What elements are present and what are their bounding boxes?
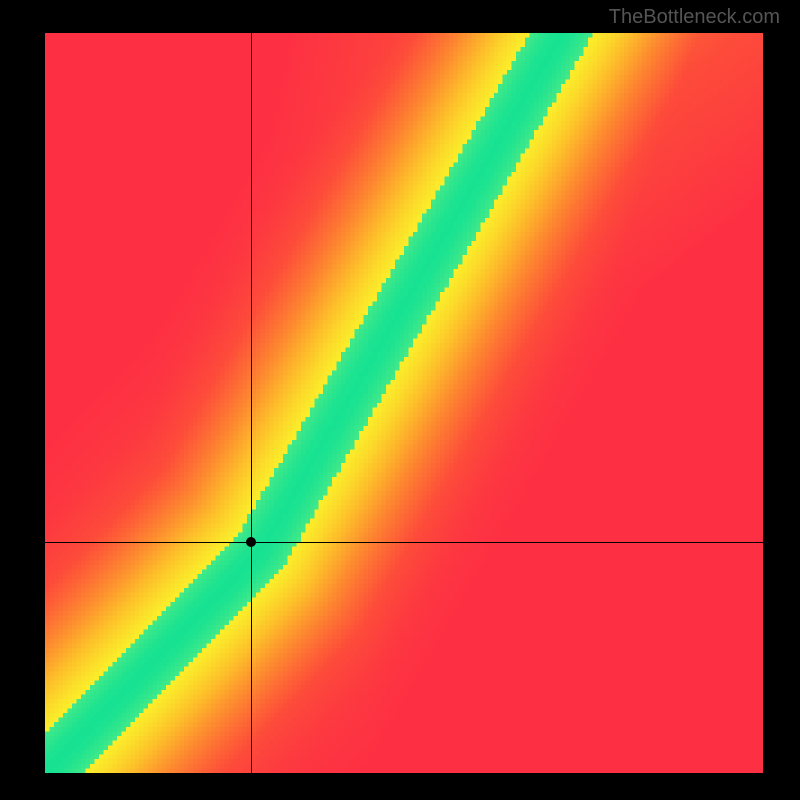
watermark-text: TheBottleneck.com: [609, 6, 780, 29]
heatmap-plot-area: [45, 33, 763, 773]
crosshair-vertical: [251, 33, 252, 773]
heatmap-canvas: [45, 33, 763, 773]
crosshair-horizontal: [45, 542, 763, 543]
crosshair-marker-point: [246, 537, 256, 547]
